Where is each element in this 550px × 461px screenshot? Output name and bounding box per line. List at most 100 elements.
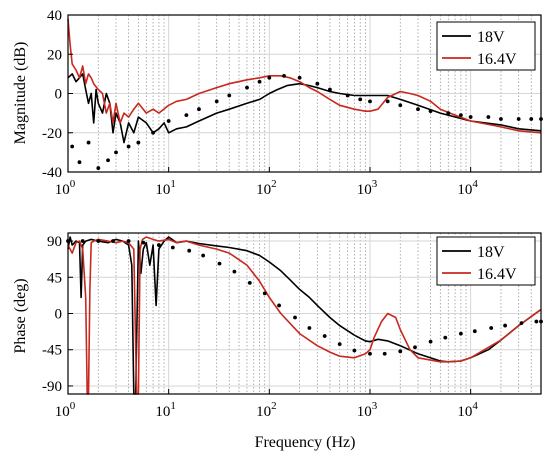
legend-label: 16.4V bbox=[477, 266, 517, 283]
legend-label: 18V bbox=[477, 29, 505, 46]
magnitude-legend: 18V 16.4V bbox=[436, 21, 536, 71]
reference-dot bbox=[111, 239, 115, 243]
reference-dot bbox=[458, 331, 463, 336]
x-tick-label: 100 bbox=[55, 178, 76, 198]
reference-dot bbox=[443, 335, 448, 340]
reference-dot bbox=[166, 119, 171, 123]
reference-dot bbox=[262, 291, 267, 296]
reference-dot bbox=[446, 111, 451, 116]
reference-dot bbox=[293, 315, 297, 320]
y-tick-label: 40 bbox=[47, 8, 62, 24]
reference-dot bbox=[358, 97, 363, 102]
reference-dot bbox=[368, 99, 372, 104]
reference-dot bbox=[232, 269, 237, 274]
reference-dot bbox=[398, 103, 403, 108]
reference-dot bbox=[416, 107, 420, 112]
magnitude-grid bbox=[67, 14, 542, 173]
reference-dot bbox=[267, 75, 272, 80]
phase-y-axis-label: Phase (deg) bbox=[12, 278, 29, 353]
y-tick-label: 45 bbox=[47, 270, 62, 286]
legend-box bbox=[436, 236, 536, 286]
reference-dot bbox=[214, 99, 219, 104]
reference-dot bbox=[413, 345, 417, 350]
reference-dot bbox=[519, 321, 524, 326]
magnitude-x-ticks: 100 101 102 103 104 bbox=[55, 167, 478, 198]
y-tick-label: 0 bbox=[55, 87, 63, 103]
magnitude-y-axis-label: Magnitude (dB) bbox=[12, 42, 29, 145]
reference-dot bbox=[245, 85, 249, 90]
reference-dot bbox=[184, 113, 189, 117]
x-tick-label: 100 bbox=[55, 400, 76, 420]
x-tick-label: 104 bbox=[457, 178, 478, 198]
reference-dot bbox=[385, 99, 390, 104]
reference-dot bbox=[328, 87, 332, 92]
reference-dot bbox=[151, 130, 155, 135]
reference-dot bbox=[70, 144, 75, 149]
reference-dot bbox=[337, 342, 342, 346]
x-tick-label: 103 bbox=[357, 178, 378, 198]
reference-dot bbox=[201, 253, 206, 258]
reference-dot bbox=[345, 93, 350, 98]
reference-dot bbox=[297, 75, 302, 80]
reference-dot bbox=[352, 348, 357, 353]
x-tick-label: 101 bbox=[155, 400, 176, 420]
reference-dot bbox=[80, 239, 85, 243]
reference-dot bbox=[227, 93, 232, 98]
phase-x-ticks: 100 101 102 103 104 bbox=[55, 389, 478, 420]
reference-dot bbox=[86, 140, 91, 145]
reference-dot bbox=[516, 117, 521, 121]
reference-dot bbox=[486, 115, 491, 119]
reference-dot bbox=[428, 339, 433, 344]
reference-dot bbox=[141, 240, 146, 245]
magnitude-y-ticks: 40 20 0 -20 -40 bbox=[42, 8, 73, 181]
legend-label: 18V bbox=[477, 244, 505, 261]
x-tick-label: 101 bbox=[155, 178, 176, 198]
y-tick-label: -20 bbox=[42, 126, 62, 142]
reference-dot bbox=[307, 326, 312, 330]
reference-dot bbox=[197, 107, 201, 112]
reference-dot bbox=[257, 79, 262, 84]
phase-series bbox=[66, 236, 543, 395]
legend-box bbox=[436, 21, 536, 71]
reference-dot bbox=[217, 261, 222, 266]
reference-dot bbox=[187, 248, 192, 253]
x-tick-label: 103 bbox=[357, 400, 378, 420]
y-tick-label: 20 bbox=[47, 47, 62, 63]
reference-dot bbox=[277, 303, 281, 308]
reference-dot bbox=[468, 115, 473, 119]
reference-dot bbox=[136, 140, 141, 145]
reference-dot bbox=[534, 319, 539, 324]
reference-dot bbox=[428, 109, 433, 114]
reference-dot bbox=[126, 239, 131, 243]
phase-legend: 18V 16.4V bbox=[436, 236, 536, 286]
reference-dot bbox=[368, 351, 372, 356]
y-tick-label: 0 bbox=[55, 307, 63, 323]
y-tick-label: -90 bbox=[42, 379, 62, 395]
reference-dot bbox=[247, 281, 252, 285]
reference-dot bbox=[96, 239, 101, 243]
series-line-164V bbox=[67, 18, 542, 134]
reference-dot bbox=[282, 73, 286, 78]
series-line-18V bbox=[67, 73, 542, 144]
reference-dot bbox=[315, 81, 320, 86]
y-tick-label: 90 bbox=[47, 234, 62, 250]
magnitude-series bbox=[67, 18, 543, 170]
reference-dot bbox=[106, 158, 110, 163]
reference-dot bbox=[458, 113, 463, 117]
magnitude-plot: 40 20 0 -20 -40 100 101 102 103 104 Magnitude (d… bbox=[12, 8, 543, 198]
y-tick-label: -45 bbox=[42, 343, 62, 359]
reference-dot bbox=[170, 245, 175, 250]
reference-dot bbox=[503, 323, 508, 328]
reference-dot bbox=[398, 349, 403, 354]
phase-x-axis-label: Frequency (Hz) bbox=[255, 434, 356, 451]
y-tick-label: -40 bbox=[42, 165, 62, 181]
reference-dot bbox=[489, 326, 494, 330]
phase-y-ticks: 90 45 0 -45 -90 bbox=[42, 234, 73, 395]
legend-label: 16.4V bbox=[477, 51, 517, 68]
x-tick-label: 102 bbox=[256, 400, 277, 420]
x-tick-label: 102 bbox=[256, 178, 277, 198]
reference-dot bbox=[382, 351, 387, 356]
reference-dot bbox=[529, 117, 534, 121]
reference-dot bbox=[114, 150, 118, 155]
